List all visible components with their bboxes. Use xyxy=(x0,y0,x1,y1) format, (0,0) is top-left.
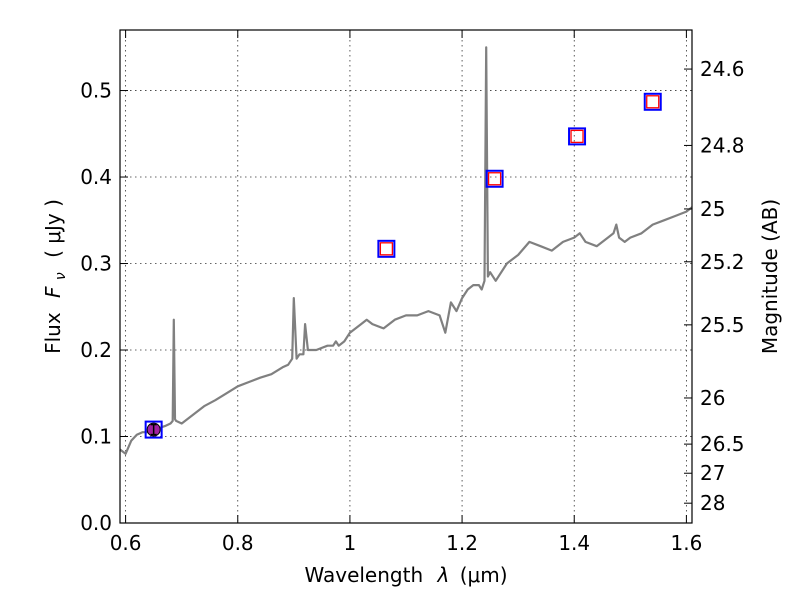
x-axis-label: Wavelength λ (μm) xyxy=(304,563,507,587)
y2-tick-label: 24.8 xyxy=(700,133,745,157)
x-axis-label-symbol: λ xyxy=(437,563,450,587)
model-square xyxy=(487,172,502,186)
y-axis-label: Flux F ν ( μJy ) xyxy=(41,199,70,354)
spectrum-line xyxy=(119,46,693,455)
axis-ticks: 0.6 0.8 1 1.2 1.4 1.6 0.0 0.1 0.2 0.3 0.4 0.5 24.6 24… xyxy=(80,30,745,555)
y2-tick-label: 27 xyxy=(700,461,725,485)
y2-tick-label: 24.6 xyxy=(700,57,745,81)
photometry-square xyxy=(377,239,396,258)
y2-tick-label: 26 xyxy=(700,386,725,410)
y2-axis-label: Magnitude (AB) xyxy=(758,199,782,354)
y2-tick-label: 25 xyxy=(700,197,725,221)
model-square xyxy=(570,129,584,144)
y2-tick-label: 25.5 xyxy=(700,313,745,337)
y2-tick-label: 26.5 xyxy=(700,432,745,456)
y-tick-label: 0.0 xyxy=(80,511,112,535)
photometry-square xyxy=(568,127,587,146)
x-axis-label-text: Wavelength xyxy=(304,563,423,587)
x-tick-label: 1.6 xyxy=(670,531,702,555)
y-axis-label-symbol: F xyxy=(41,286,65,298)
spectrum-series xyxy=(119,46,693,455)
y-axis-label-text: Flux xyxy=(41,312,65,354)
y-axis-label-units: ( μJy ) xyxy=(41,199,65,258)
x-tick-label: 0.8 xyxy=(222,531,254,555)
y-tick-label: 0.2 xyxy=(80,338,112,362)
y2-tick-label: 28 xyxy=(700,491,725,515)
y-tick-label: 0.3 xyxy=(80,252,112,276)
model-square xyxy=(379,242,394,256)
photometry-points xyxy=(144,92,662,439)
x-tick-label: 1 xyxy=(344,531,357,555)
photometry-square xyxy=(144,420,163,439)
y-tick-label: 0.5 xyxy=(80,79,112,103)
y-tick-label: 0.1 xyxy=(80,425,112,449)
x-tick-label: 0.6 xyxy=(110,531,142,555)
y2-tick-label: 25.2 xyxy=(700,250,745,274)
y-axis-label-subscript: ν xyxy=(53,272,69,280)
photometry-square xyxy=(485,169,504,188)
y-tick-label: 0.4 xyxy=(80,165,112,189)
grid xyxy=(120,30,692,523)
x-tick-label: 1.2 xyxy=(446,531,478,555)
plot-frame xyxy=(119,29,693,524)
model-square xyxy=(646,95,660,109)
x-tick-label: 1.4 xyxy=(558,531,590,555)
x-axis-label-units: (μm) xyxy=(460,563,508,587)
photometry-square xyxy=(643,92,662,111)
